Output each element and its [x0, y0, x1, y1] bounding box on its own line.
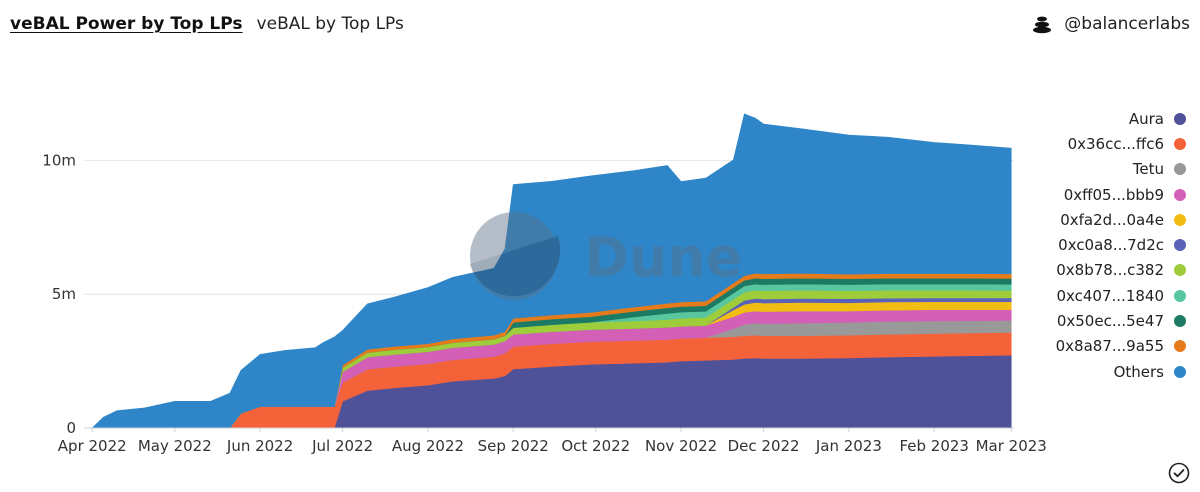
x-tick-label: Aug 2022 [392, 437, 464, 455]
dune-watermark: Dune [470, 212, 742, 300]
legend-label: Others [1113, 362, 1164, 381]
legend-label: 0xc0a8...7d2c [1058, 236, 1164, 255]
legend-item[interactable]: Tetu [966, 157, 1186, 182]
brand-handle[interactable]: @balancerlabs [1064, 14, 1190, 34]
legend-label: 0xc407...1840 [1056, 286, 1164, 305]
y-tick-label: 10m [42, 151, 76, 169]
legend-label: 0x8a87...9a55 [1055, 337, 1164, 356]
chart-legend: Aura 0x36cc...ffc6 Tetu 0xff05...bbb9 0xfa2d… [966, 106, 1186, 384]
area-layer [91, 113, 1012, 429]
legend-swatch [1174, 315, 1186, 328]
legend-label: 0x50ec...5e47 [1056, 312, 1164, 331]
x-tick-label: Apr 2022 [58, 437, 127, 455]
legend-swatch [1174, 188, 1186, 201]
legend-label: 0xff05...bbb9 [1063, 185, 1164, 204]
x-tick-label: Jun 2022 [226, 437, 293, 455]
legend-swatch [1174, 340, 1186, 353]
chart-subtitle: veBAL by Top LPs [256, 14, 404, 34]
x-tick-label: May 2022 [138, 437, 212, 455]
legend-item[interactable]: 0x8b78...c382 [966, 258, 1186, 283]
brand: @balancerlabs [1032, 10, 1190, 38]
x-tick-label: Sep 2022 [478, 437, 549, 455]
chart-header: veBAL Power by Top LPs veBAL by Top LPs [10, 10, 404, 38]
legend-item[interactable]: Others [966, 359, 1186, 384]
balancer-logo-icon [1033, 16, 1052, 34]
x-tick-label: Mar 2023 [976, 437, 1047, 455]
x-tick-label: Feb 2023 [899, 437, 969, 455]
x-tick-label: Nov 2022 [645, 437, 717, 455]
x-tick-label: Oct 2022 [561, 437, 630, 455]
legend-item[interactable]: 0xc0a8...7d2c [966, 232, 1186, 257]
dune-watermark-logo-shade [470, 236, 561, 297]
legend-label: Aura [1128, 109, 1164, 128]
area-series-others[interactable] [91, 113, 1012, 429]
legend-item[interactable]: 0xfa2d...0a4e [966, 207, 1186, 232]
check-circle-icon[interactable] [1168, 462, 1190, 484]
legend-label: Tetu [1132, 160, 1164, 179]
legend-swatch [1174, 163, 1186, 176]
legend-item[interactable]: 0xff05...bbb9 [966, 182, 1186, 207]
legend-item[interactable]: Aura [966, 106, 1186, 131]
legend-swatch [1174, 137, 1186, 150]
legend-item[interactable]: 0x8a87...9a55 [966, 334, 1186, 359]
legend-swatch [1174, 365, 1186, 378]
legend-swatch [1174, 264, 1186, 277]
legend-item[interactable]: 0xc407...1840 [966, 283, 1186, 308]
legend-label: 0x8b78...c382 [1056, 261, 1164, 280]
legend-swatch [1174, 213, 1186, 226]
dune-watermark-logo-icon [470, 212, 558, 300]
legend-item[interactable]: 0x50ec...5e47 [966, 308, 1186, 333]
legend-label: 0x36cc...ffc6 [1067, 134, 1164, 153]
x-tick-label: Dec 2022 [728, 437, 800, 455]
y-tick-label: 0 [66, 419, 76, 437]
x-tick-label: Jan 2023 [815, 437, 882, 455]
y-tick-label: 5m [52, 285, 76, 303]
legend-label: 0xfa2d...0a4e [1060, 210, 1164, 229]
legend-swatch [1174, 239, 1186, 252]
legend-item[interactable]: 0x36cc...ffc6 [966, 131, 1186, 156]
chart-title-tab[interactable]: veBAL Power by Top LPs [10, 14, 243, 34]
dune-watermark-text: Dune [584, 226, 742, 289]
x-tick-label: Jul 2022 [311, 437, 373, 455]
axis-layer: 0 5m 10m Apr 2022 May 2022 Jun 2022 Jul 2022 Au… [42, 151, 1047, 455]
legend-swatch [1174, 289, 1186, 302]
legend-swatch [1174, 112, 1186, 125]
